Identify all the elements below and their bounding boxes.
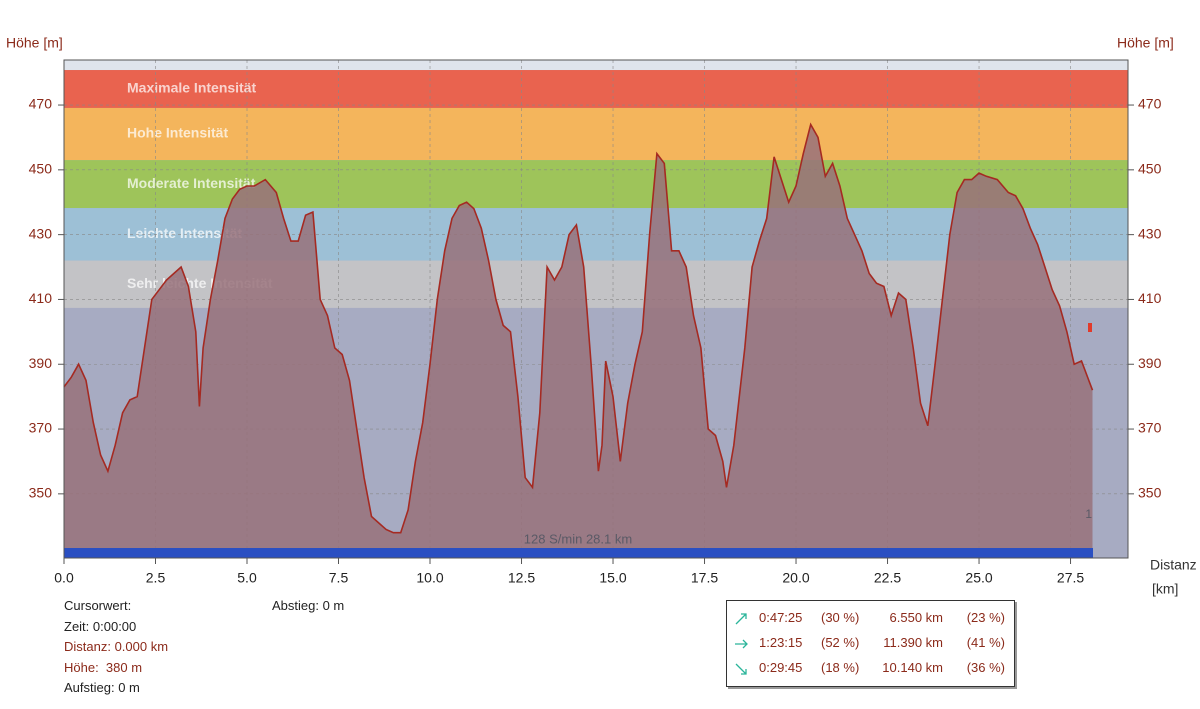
y-tick-label: 350	[29, 485, 53, 501]
x-axis-label: Distanz	[1150, 557, 1197, 573]
y-tick-label: 390	[29, 355, 53, 371]
stats-cell: (41 %)	[966, 635, 1005, 650]
x-tick-label: 10.0	[416, 570, 443, 586]
band-label: Maximale Intensität	[127, 80, 256, 96]
stats-cell: 0:47:25	[759, 610, 803, 625]
track-label: 128 S/min 28.1 km	[524, 531, 632, 546]
cursor-info-2: Abstieg: 0 m	[272, 596, 344, 617]
y2-tick-label: 470	[1138, 96, 1162, 112]
info-distance: Distanz: 0.000 km	[64, 639, 169, 654]
info-time: Zeit: 0:00:00	[64, 618, 137, 634]
stats-row: 0:47:25 (30 %) 6.550 km (23 %)	[727, 605, 1014, 630]
intensity-band	[64, 107, 1128, 161]
x-tick-label: 7.5	[329, 570, 349, 586]
elevation-line	[63, 122, 1094, 534]
y-tick-label: 470	[29, 96, 53, 112]
y2-tick-label: 410	[1138, 290, 1162, 306]
x-tick-label: 12.5	[508, 570, 535, 586]
band-label: Moderate Intensität	[127, 175, 256, 191]
intensity-band	[64, 70, 1128, 108]
y-tick-label: 370	[29, 420, 53, 436]
stats-cell: 6.550 km	[889, 610, 943, 625]
x-tick-label: 15.0	[599, 570, 626, 586]
y-tick-label: 410	[29, 290, 53, 306]
x-tick-label: 17.5	[691, 570, 718, 586]
stats-cell: 11.390 km	[883, 635, 943, 650]
plot-top-strip	[64, 60, 1128, 70]
y2-tick-label: 350	[1138, 485, 1162, 501]
marker-label: 1	[1085, 507, 1092, 521]
stats-cell: (52 %)	[821, 635, 860, 650]
stats-cell: 10.140 km	[882, 660, 943, 675]
x-tick-label: 20.0	[782, 570, 809, 586]
plot-frame	[63, 59, 1129, 559]
band-label: Hohe Intensität	[127, 125, 228, 141]
stats-cell: (23 %)	[966, 610, 1005, 625]
info-title: Cursorwert:	[64, 598, 132, 613]
stats-cell: 1:23:15	[759, 635, 803, 650]
y-tick-label: 450	[29, 161, 53, 177]
stats-cell: (36 %)	[966, 660, 1005, 675]
x-tick-label: 2.5	[146, 570, 166, 586]
stats-row: 1:23:15 (52 %) 11.390 km (41 %)	[727, 630, 1014, 655]
arrow-down	[735, 663, 747, 675]
y2-axis-label: Höhe [m]	[1117, 35, 1174, 51]
x-tick-label: 22.5	[874, 570, 901, 586]
elevation-area	[64, 124, 1093, 548]
chart: Maximale Intensität Hohe Intensität Modera…	[6, 35, 1197, 597]
band-label: Leichte Intensität	[127, 225, 242, 241]
stats-box: 0:47:25 (30 %) 6.550 km (23 %) 1:23:15 (52 %)…	[726, 600, 1015, 687]
cursor-marker	[1088, 323, 1092, 332]
area-layer	[63, 122, 1094, 548]
y2-tick-label: 430	[1138, 225, 1162, 241]
stats-cell: (18 %)	[821, 660, 860, 675]
stats-cell: (30 %)	[821, 610, 860, 625]
stats-row: 0:29:45 (18 %) 10.140 km (36 %)	[727, 655, 1014, 680]
info-ascent: Aufstieg: 0 m	[64, 680, 140, 695]
info-height: Höhe: 380 m	[64, 659, 143, 675]
y2-tick-label: 370	[1138, 420, 1162, 436]
x-tick-label: 27.5	[1057, 570, 1084, 586]
arrow-flat	[735, 639, 748, 649]
x-tick-label: 0.0	[54, 570, 74, 586]
stats-icons	[735, 613, 748, 675]
x-axis-unit: [km]	[1152, 581, 1178, 597]
y2-tick-label: 450	[1138, 161, 1162, 177]
x-tick-label: 25.0	[965, 570, 992, 586]
track-bar	[64, 548, 1093, 558]
cursor-info: Cursorwert: Zeit: 0:00:00 Distanz: 0.000…	[64, 596, 168, 699]
y-tick-label: 430	[29, 225, 53, 241]
stats-cell: 0:29:45	[759, 660, 803, 675]
arrow-up	[735, 613, 747, 625]
y-axis-label: Höhe [m]	[6, 35, 63, 51]
y2-tick-label: 390	[1138, 355, 1162, 371]
x-tick-label: 5.0	[237, 570, 257, 586]
info-descent: Abstieg: 0 m	[272, 598, 345, 613]
